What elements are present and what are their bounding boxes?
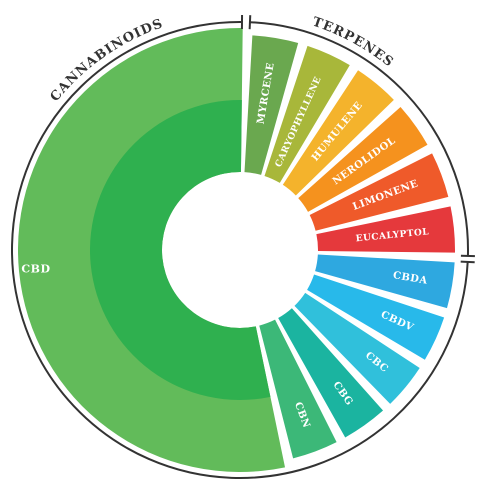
pie-slice-cbc bbox=[294, 292, 420, 404]
slice-cbdv bbox=[307, 274, 445, 360]
slice-humulene bbox=[282, 70, 394, 196]
group-bracket-terpenes bbox=[249, 21, 469, 256]
group-bracket-tick bbox=[460, 260, 475, 264]
slice-limonene bbox=[309, 153, 449, 231]
pie-slice-limonene bbox=[309, 153, 449, 231]
slice-nerolidol bbox=[298, 106, 428, 212]
group-bracket-tick bbox=[248, 15, 252, 30]
slice-cbd-inner-band bbox=[90, 100, 271, 400]
pie-slice-nerolidol bbox=[298, 106, 428, 212]
pie-slice-cbd bbox=[17, 27, 286, 472]
slice-cbda bbox=[315, 254, 455, 309]
pie-slice-caryophyllene bbox=[264, 45, 350, 183]
slice-caryophyllene bbox=[264, 45, 350, 183]
slice-cbg bbox=[278, 308, 384, 438]
slice-label-cbd: CBD bbox=[21, 263, 50, 276]
pie-slice-cbg bbox=[278, 308, 384, 438]
slice-cbn bbox=[259, 319, 337, 459]
slice-cbc bbox=[294, 292, 420, 404]
pie-slice-humulene bbox=[282, 70, 394, 196]
pie-slice-cbdv bbox=[307, 274, 445, 360]
pie-slice-cbda bbox=[315, 254, 455, 309]
pie-slice-myrcene bbox=[244, 35, 299, 175]
pie-segments bbox=[17, 27, 455, 472]
group-bracket-cannabinoids bbox=[11, 21, 469, 479]
slice-eucalyptol bbox=[316, 206, 455, 253]
slice-myrcene bbox=[244, 35, 299, 175]
pie-slice-eucalyptol bbox=[316, 206, 455, 253]
pie-slice-cbn bbox=[259, 319, 337, 459]
